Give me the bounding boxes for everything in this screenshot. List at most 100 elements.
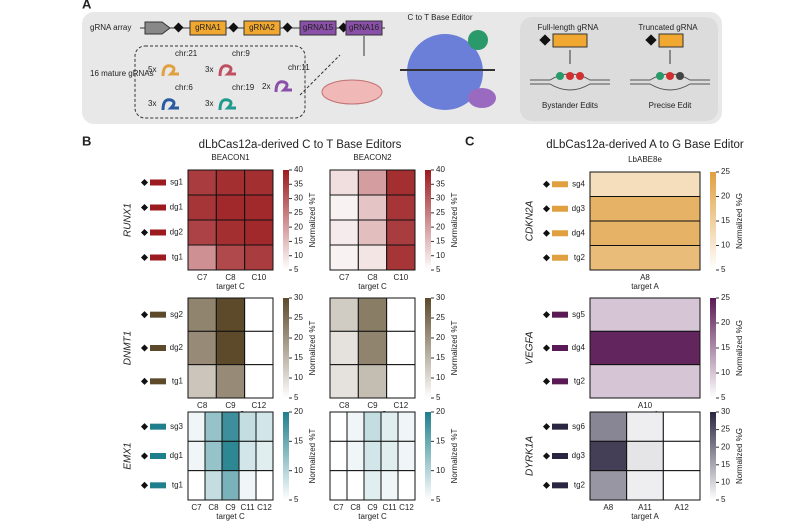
colorbar-tick-label: 10 <box>436 373 445 382</box>
colorbar <box>283 412 289 500</box>
heat-cell <box>187 330 217 366</box>
x-tick-label: C8 <box>350 503 361 512</box>
heat-cell <box>386 194 416 221</box>
row-label: tg1 <box>172 480 184 489</box>
row-label: dg2 <box>170 228 184 237</box>
grna-icon <box>552 181 568 188</box>
gene-label: CDKN2A <box>525 200 536 241</box>
heat-cell <box>662 411 701 442</box>
row-label: tg1 <box>172 376 184 385</box>
colorbar-tick-label: 20 <box>294 333 303 342</box>
dr-icon <box>542 481 551 489</box>
colorbar-label: Normalized %G <box>735 193 744 249</box>
colorbar-tick-label: 5 <box>721 265 726 274</box>
grna-icon <box>218 98 236 111</box>
grna-label: gRNA1 <box>195 23 221 32</box>
grna-icon <box>150 345 166 351</box>
heat-cell <box>215 169 246 196</box>
dr-icon <box>140 253 149 262</box>
ugi <box>468 88 496 108</box>
heat-cell <box>204 440 223 472</box>
dr-icon <box>140 452 149 460</box>
dr-icon <box>140 203 149 212</box>
heat-cell <box>380 440 399 472</box>
row-label: sg5 <box>572 310 585 319</box>
panel-label: B <box>82 133 91 148</box>
editor-protein <box>407 34 483 110</box>
dr-icon <box>140 423 149 431</box>
colorbar <box>283 170 289 270</box>
x-tick-label: C8 <box>339 401 350 410</box>
heat-cell <box>357 169 388 196</box>
row-label: sg6 <box>572 422 585 431</box>
heat-cell <box>357 244 388 271</box>
colorbar-tick-label: 15 <box>436 237 445 246</box>
heat-cell <box>187 364 217 399</box>
heat-cell <box>589 245 701 271</box>
precise-label: Precise Edit <box>649 101 692 110</box>
heat-cell <box>255 440 274 472</box>
heat-cell <box>662 470 701 501</box>
x-axis-label: target A <box>631 512 659 521</box>
row-label: dg2 <box>170 343 184 352</box>
heat-cell <box>244 194 274 221</box>
column-title: BEACON1 <box>211 153 250 162</box>
heat-cell <box>187 169 217 196</box>
colorbar-tick-label: 35 <box>436 179 445 188</box>
heat-cell <box>329 194 359 221</box>
copy-chr: chr:11 <box>288 63 310 72</box>
grna-icon <box>552 205 568 212</box>
heat-cell <box>244 219 274 246</box>
heat-cell <box>589 411 628 442</box>
colorbar-tick-label: 30 <box>294 293 303 302</box>
x-axis-label: target C <box>216 282 245 291</box>
colorbar-tick-label: 20 <box>721 192 730 201</box>
heat-cell <box>221 440 240 472</box>
grna-icon <box>552 453 568 459</box>
copy-chr: chr:6 <box>175 83 193 92</box>
heat-cell <box>244 297 274 332</box>
heat-cell <box>346 470 365 501</box>
grna-box <box>189 20 227 36</box>
dr <box>173 22 184 33</box>
heat-cell <box>215 194 246 221</box>
heat-cell <box>589 440 628 472</box>
x-tick-label: C9 <box>367 503 378 512</box>
dr-icon <box>140 377 149 385</box>
heat-cell <box>187 194 217 221</box>
colorbar-tick-label: 10 <box>294 373 303 382</box>
heat-cell <box>357 330 388 366</box>
heat-cell <box>397 470 416 501</box>
heat-cell <box>244 330 274 366</box>
mature-label: 16 mature gRNAs <box>90 69 154 78</box>
copy-count: 5x <box>148 65 156 74</box>
colorbar-tick-label: 10 <box>436 466 445 475</box>
colorbar-tick-label: 40 <box>294 165 303 174</box>
x-axis-label: target C <box>358 282 387 291</box>
heat-cell <box>589 220 701 246</box>
heat-cell <box>589 364 701 399</box>
heat-cell <box>329 440 348 472</box>
promoter <box>144 21 171 35</box>
heat-cell <box>346 411 365 442</box>
colorbar-tick-label: 15 <box>436 436 445 445</box>
colorbar <box>425 170 431 270</box>
colorbar-tick-label: 25 <box>294 313 303 322</box>
colorbar-tick-label: 30 <box>721 407 730 416</box>
gene-label: EMX1 <box>123 442 134 469</box>
colorbar-tick-label: 30 <box>294 194 303 203</box>
base <box>666 72 674 80</box>
colorbar <box>425 412 431 500</box>
bystander-label: Bystander Edits <box>542 101 598 110</box>
grna-label: gRNA15 <box>303 23 334 32</box>
full-label: Full-length gRNA <box>538 23 600 32</box>
heat-cell <box>363 470 382 501</box>
heat-cell <box>329 169 359 196</box>
colorbar-tick-label: 10 <box>721 241 730 250</box>
heat-cell <box>626 440 664 472</box>
colorbar-tick-label: 25 <box>721 293 730 302</box>
colorbar-tick-label: 10 <box>436 251 445 260</box>
grna-icon <box>150 204 166 211</box>
grna-icon <box>150 179 166 186</box>
